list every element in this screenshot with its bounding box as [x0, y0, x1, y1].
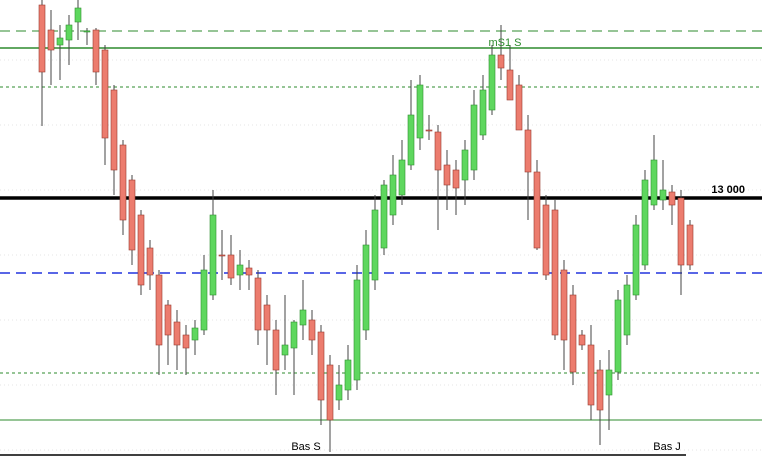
- candle-body: [668, 191, 676, 206]
- candle-body: [173, 321, 181, 346]
- candle-body: [191, 327, 199, 341]
- candle-body: [650, 159, 658, 206]
- candle-body: [290, 321, 298, 349]
- candle-body: [362, 244, 370, 331]
- candle-body: [335, 384, 343, 401]
- candle-body: [65, 24, 73, 41]
- candle-body: [308, 319, 316, 341]
- candle-body: [587, 344, 595, 406]
- candle-body: [659, 189, 667, 201]
- candle-body: [515, 84, 523, 131]
- candle-body: [155, 274, 163, 346]
- candle-body: [560, 269, 568, 341]
- candle-body: [569, 294, 577, 373]
- candle-body: [371, 209, 379, 281]
- candle-body: [677, 197, 685, 266]
- candle-body: [299, 309, 307, 326]
- candle-body: [317, 331, 325, 401]
- candle-body: [272, 329, 280, 371]
- candle-body: [254, 277, 262, 331]
- candle-body: [119, 144, 127, 221]
- annotation: mS1 S: [488, 37, 521, 49]
- candle-body: [182, 334, 190, 349]
- candle-body: [281, 344, 289, 356]
- candle-body: [236, 264, 244, 276]
- candle-body: [533, 171, 541, 249]
- candle-body: [218, 254, 226, 257]
- candle-body: [614, 299, 622, 373]
- candle-body: [479, 89, 487, 136]
- candle-body: [326, 364, 334, 421]
- candle-body: [83, 30, 91, 33]
- candle-body: [641, 179, 649, 266]
- candle-body: [407, 114, 415, 166]
- candle-body: [461, 149, 469, 181]
- candle-body: [623, 284, 631, 336]
- candle-body: [101, 49, 109, 139]
- candle-body: [146, 247, 154, 276]
- annotation: Bas J: [653, 441, 681, 453]
- candle-body: [380, 184, 388, 249]
- candle-body: [137, 214, 145, 286]
- candle-body: [470, 104, 478, 171]
- candle-body: [452, 169, 460, 189]
- candle-body: [245, 267, 253, 276]
- candle-body: [632, 224, 640, 296]
- candle-body: [578, 334, 586, 346]
- candle-body: [209, 214, 217, 296]
- candle-body: [596, 369, 604, 411]
- candle-body: [506, 69, 514, 101]
- candle-body: [389, 174, 397, 216]
- candle-body: [38, 4, 46, 73]
- candle-body: [686, 224, 694, 266]
- candle-body: [398, 159, 406, 196]
- candle-body: [416, 84, 424, 139]
- candle-body: [92, 29, 100, 73]
- candle-body: [497, 54, 505, 69]
- candle-body: [47, 29, 55, 51]
- candle-body: [344, 359, 352, 391]
- candle-body: [443, 164, 451, 186]
- candle-body: [551, 209, 559, 336]
- candle-body: [200, 269, 208, 331]
- candle-body: [110, 89, 118, 171]
- level-label: 13 000: [711, 184, 745, 196]
- candle-body: [425, 129, 433, 132]
- candle-body: [434, 131, 442, 171]
- candle-body: [488, 54, 496, 111]
- candle-body: [74, 7, 82, 23]
- candle-body: [56, 37, 64, 46]
- candle-body: [353, 279, 361, 381]
- candle-body: [263, 304, 271, 331]
- candle-body: [524, 129, 532, 173]
- candle-body: [164, 304, 172, 336]
- annotation: Bas S: [291, 441, 320, 453]
- candle-body: [227, 254, 235, 279]
- candle-body: [128, 179, 136, 251]
- candle-body: [542, 204, 550, 276]
- candle-body: [605, 369, 613, 396]
